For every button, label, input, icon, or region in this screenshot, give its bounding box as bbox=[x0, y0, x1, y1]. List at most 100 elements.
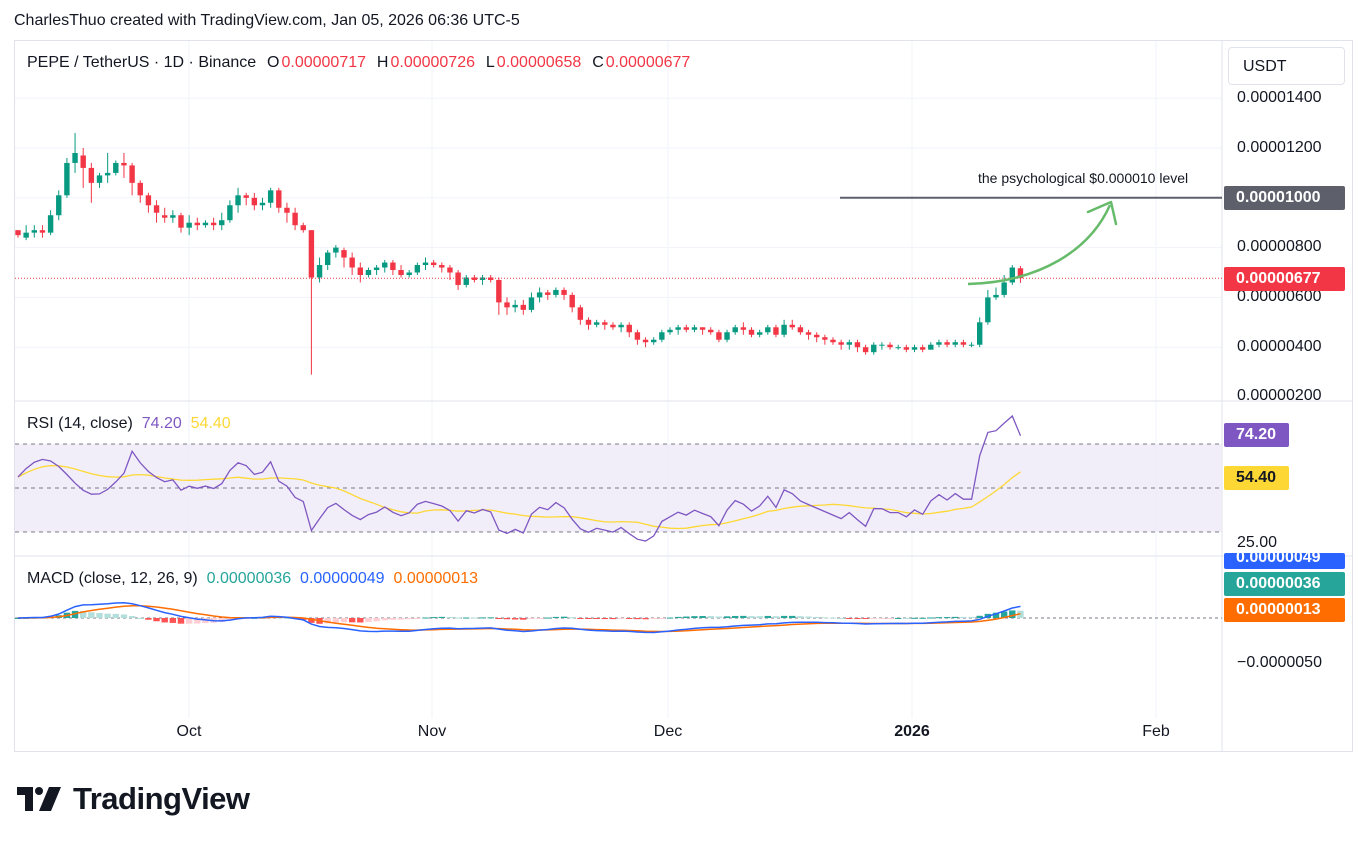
candle-body bbox=[569, 294, 575, 308]
macd-histogram-bar bbox=[617, 618, 625, 619]
macd-histogram-bar bbox=[634, 618, 641, 620]
candle-body bbox=[618, 324, 624, 328]
candle-body bbox=[879, 344, 885, 346]
candle-body bbox=[830, 339, 836, 343]
candle-body bbox=[504, 302, 510, 308]
candle-body bbox=[300, 225, 306, 231]
macd-histogram-bar bbox=[577, 618, 584, 619]
macd-line-value: 0.00000049 bbox=[300, 570, 385, 587]
macd-histogram-bar bbox=[169, 618, 177, 623]
candle-body bbox=[528, 297, 535, 310]
macd-hist-value: 0.00000036 bbox=[206, 570, 292, 587]
macd-histogram-bar bbox=[112, 613, 119, 618]
candle-body bbox=[520, 304, 526, 310]
candle-body bbox=[675, 327, 681, 330]
pane-separators bbox=[15, 41, 1352, 752]
candle-body bbox=[47, 215, 54, 233]
macd-histogram-bar bbox=[715, 616, 723, 618]
candle-body bbox=[430, 262, 437, 266]
candle-body bbox=[72, 152, 78, 163]
macd-histogram-bar bbox=[740, 615, 747, 618]
candle-body bbox=[691, 327, 698, 330]
candle-body bbox=[854, 342, 861, 348]
rsi-title: RSI (14, close) bbox=[27, 415, 133, 432]
macd-histogram-bar bbox=[707, 616, 714, 618]
chart-attribution: CharlesThuo created with TradingView.com… bbox=[14, 12, 520, 29]
candle-body bbox=[789, 324, 795, 328]
grid-lines bbox=[15, 41, 1222, 718]
macd-histogram-bar bbox=[454, 617, 462, 619]
low-label: L bbox=[485, 54, 495, 71]
candle-body bbox=[765, 327, 771, 333]
candle-body bbox=[659, 332, 665, 340]
candle-body bbox=[585, 319, 592, 325]
macd-histogram-bar bbox=[357, 618, 364, 623]
tradingview-logo[interactable]: TradingView bbox=[17, 781, 250, 817]
candle-body bbox=[145, 195, 152, 206]
candle-body bbox=[642, 339, 649, 343]
candle-body bbox=[1009, 267, 1015, 283]
candle-body bbox=[308, 230, 315, 278]
candle-body bbox=[593, 322, 600, 325]
currency-button[interactable]: USDT bbox=[1228, 47, 1345, 85]
candle-body bbox=[602, 322, 608, 325]
candle-body bbox=[699, 327, 706, 330]
candle-body bbox=[928, 344, 934, 350]
macd-histogram-bar bbox=[128, 616, 136, 618]
candle-body bbox=[814, 334, 820, 338]
macd-histogram-bar bbox=[120, 614, 128, 618]
high-value: 0.00000726 bbox=[390, 54, 475, 71]
price-tick: 0.00000800 bbox=[1237, 238, 1322, 255]
macd-legend[interactable]: MACD (close, 12, 26, 9) 0.00000036 0.000… bbox=[27, 570, 478, 588]
macd-histogram-bar bbox=[683, 616, 690, 618]
candle-body bbox=[903, 347, 910, 350]
macd-histogram-bar bbox=[536, 618, 543, 619]
candle-body bbox=[455, 272, 461, 285]
macd-histogram-bar bbox=[569, 617, 576, 619]
candle-body bbox=[871, 344, 877, 353]
macd-histogram-bar bbox=[528, 618, 535, 619]
price-tick: 0.00001200 bbox=[1237, 139, 1322, 156]
candle-body bbox=[496, 279, 502, 303]
candlesticks bbox=[15, 133, 1024, 375]
macd-histogram-bar bbox=[919, 617, 926, 619]
candle-body bbox=[536, 292, 543, 298]
arrow-curve bbox=[967, 204, 1112, 286]
macd-histogram-bar bbox=[601, 618, 608, 620]
candle-body bbox=[121, 162, 127, 166]
macd-histogram-bar bbox=[854, 618, 861, 619]
macd-histogram-bar bbox=[177, 618, 185, 624]
candle-body bbox=[243, 195, 249, 198]
macd-histogram-bar bbox=[430, 617, 437, 619]
candle-body bbox=[683, 327, 689, 330]
macd-histogram-bar bbox=[373, 618, 380, 622]
macd-histogram-bar bbox=[813, 616, 820, 618]
candle-body bbox=[382, 262, 388, 268]
macd-histogram-bar bbox=[324, 618, 331, 624]
macd-histogram-bar bbox=[511, 618, 519, 620]
macd-histogram-bar bbox=[878, 618, 886, 619]
candle-body bbox=[447, 267, 453, 273]
macd-histogram-bar bbox=[764, 615, 771, 618]
candle-body bbox=[895, 347, 901, 349]
macd-histogram-bar bbox=[340, 618, 348, 623]
candle-body bbox=[210, 222, 217, 226]
level-annotation: the psychological $0.000010 level bbox=[978, 170, 1189, 186]
candle-body bbox=[993, 294, 999, 298]
symbol-legend[interactable]: PEPE / TetherUS · 1D · Binance O 0.000007… bbox=[27, 54, 692, 72]
candle-body bbox=[553, 289, 559, 295]
macd-histogram-bar bbox=[414, 618, 421, 619]
macd-histogram-bar bbox=[911, 617, 918, 619]
candle-body bbox=[31, 230, 37, 233]
macd-histogram-bar bbox=[976, 615, 983, 618]
rsi-legend[interactable]: RSI (14, close) 74.20 54.40 bbox=[27, 415, 231, 433]
candle-body bbox=[390, 262, 396, 271]
candle-body bbox=[488, 277, 494, 280]
candle-body bbox=[284, 207, 290, 213]
candle-body bbox=[259, 202, 266, 206]
macd-histogram-bar bbox=[674, 616, 682, 618]
candle-body bbox=[708, 329, 714, 333]
candle-body bbox=[838, 342, 844, 345]
candle-body bbox=[15, 230, 21, 236]
